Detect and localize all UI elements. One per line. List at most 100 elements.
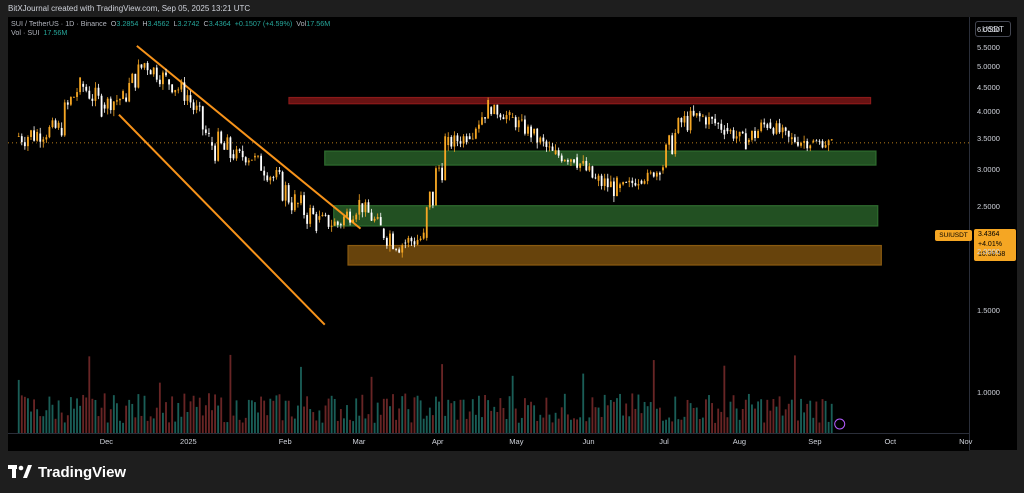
candle-body	[106, 98, 109, 109]
time-axis[interactable]: Dec 2025 Feb Mar Apr May Jun Jul Aug Sep Oct Nov	[8, 433, 972, 451]
volume-series-value: 17.56M	[43, 28, 68, 37]
ohlc-legend: SUI / TetherUS · 1D · Binance O3.2854 H3…	[11, 19, 330, 28]
candle-body	[481, 117, 483, 125]
volume-bar	[680, 419, 683, 433]
volume-bar	[809, 400, 812, 433]
candle-body	[649, 172, 652, 174]
candle-body	[735, 136, 738, 139]
volume-bar	[204, 405, 207, 433]
volume-bar	[582, 373, 585, 433]
candle-body	[744, 133, 747, 150]
volume-bar	[180, 416, 183, 433]
volume-bar	[566, 414, 569, 433]
candle-body	[214, 145, 216, 161]
volume-bar	[103, 393, 106, 433]
volume-bar	[726, 417, 729, 433]
volume-bar	[395, 419, 398, 433]
candle-body	[91, 98, 94, 101]
volume-bar	[754, 408, 756, 433]
plot-area[interactable]	[8, 17, 969, 450]
volume-bar	[692, 408, 695, 433]
volume-bar	[382, 398, 385, 433]
candle-body	[597, 175, 600, 181]
legend-vol: 17.56M	[306, 19, 331, 28]
volume-bar	[637, 394, 640, 433]
volume-bar	[217, 405, 220, 433]
volume-bar	[312, 412, 315, 433]
candle-body	[293, 194, 296, 211]
candle-body	[711, 116, 713, 119]
volume-bar	[711, 403, 713, 433]
volume-bar	[496, 412, 499, 433]
candle-body	[511, 117, 514, 118]
candle-body	[76, 92, 78, 97]
candle-body	[23, 142, 26, 147]
volume-bar	[155, 407, 158, 433]
candle-body	[171, 84, 174, 93]
candle-body	[609, 181, 612, 188]
candle-body	[447, 137, 450, 146]
volume-bar	[257, 412, 259, 433]
volume-bar	[125, 405, 128, 433]
volume-bar	[502, 407, 505, 433]
volume-bar	[42, 416, 45, 433]
volume-bar	[560, 407, 563, 433]
candle-body	[683, 115, 686, 123]
volume-bar	[778, 396, 781, 433]
alert-lightning-icon[interactable]	[834, 418, 846, 430]
candle-body	[622, 182, 625, 185]
price-tick-label: 4.5000	[977, 83, 1000, 93]
volume-bar	[198, 397, 201, 433]
candle-body	[539, 137, 542, 143]
candle-body	[238, 149, 241, 151]
candle-body	[655, 172, 658, 177]
candle-body	[39, 133, 42, 142]
volume-bar	[45, 410, 48, 433]
header-text: BitXJournal created with TradingView.com…	[8, 4, 251, 13]
candle-body	[787, 130, 790, 137]
volume-bar	[827, 421, 830, 433]
candle-body	[674, 132, 677, 155]
candle-body	[757, 130, 760, 138]
candle-body	[766, 124, 769, 128]
volume-bar	[63, 422, 66, 433]
candle-body	[738, 131, 741, 137]
candle-body	[177, 89, 180, 91]
candle-body	[692, 110, 695, 116]
volume-bar	[306, 396, 309, 433]
volume-bar	[793, 355, 796, 433]
candle-body	[137, 64, 140, 88]
candle-body	[241, 150, 244, 158]
candle-body	[263, 170, 266, 176]
volume-bar	[296, 405, 299, 433]
candle-body	[140, 64, 143, 68]
volume-bar	[128, 399, 131, 433]
volume-bar	[358, 415, 361, 433]
currency-button[interactable]: USDT	[975, 21, 1011, 37]
volume-bar	[97, 416, 100, 433]
candle-body	[585, 160, 588, 171]
volume-bar	[438, 401, 440, 433]
candle-body	[143, 63, 146, 68]
candle-body	[502, 117, 505, 120]
candlestick-chart[interactable]	[8, 17, 969, 433]
candle-body	[115, 100, 118, 102]
candle-body	[643, 181, 646, 184]
candle-body	[36, 131, 39, 141]
volume-bar	[300, 366, 302, 433]
volume-bar	[520, 417, 523, 433]
volume-bar	[818, 422, 821, 433]
candle-body	[677, 118, 680, 133]
volume-bar	[729, 401, 732, 433]
volume-bar	[787, 403, 790, 433]
candle-body	[376, 217, 379, 219]
candle-body	[247, 160, 250, 163]
volume-bar	[269, 398, 272, 433]
volume-bar	[272, 400, 275, 433]
candle-body	[373, 218, 376, 221]
candle-body	[668, 135, 671, 145]
candle-body	[634, 183, 637, 186]
volume-bar	[625, 403, 628, 433]
time-tick-label: Apr	[431, 437, 444, 446]
candle-body	[431, 191, 434, 206]
